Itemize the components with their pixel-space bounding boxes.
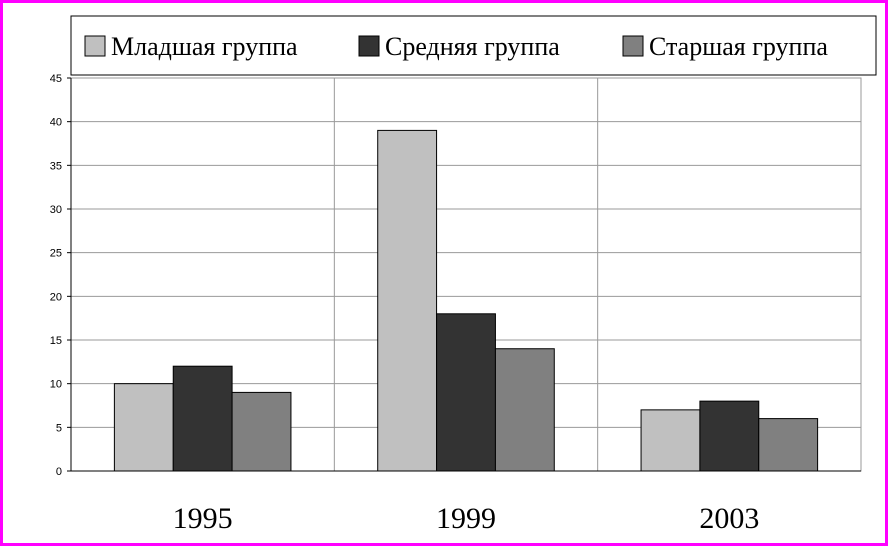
bar-chart: Младшая группа Средняя группа Старшая груп… [50,15,877,535]
y-tick-label: 45 [50,73,62,85]
legend-swatch [622,35,644,57]
axes [67,77,861,472]
y-tick-label: 40 [50,117,62,129]
bar-1999-series-1 [377,129,438,472]
legend-swatch [84,35,106,57]
bar-1995-series-2 [172,365,233,472]
legend-box [70,15,877,76]
bar-1999-series-2 [436,313,496,472]
bar-2003-series-1 [640,409,701,472]
bar-1999-series-3 [494,348,555,472]
bar-1995-series-1 [113,383,174,472]
legend-swatch [358,35,380,57]
legend-label: Средняя группа [385,32,560,61]
y-tick-label: 30 [50,204,62,216]
y-tick-label: 35 [50,160,62,172]
bar-2003-series-2 [699,400,760,472]
x-tick-label: 2003 [699,502,759,535]
x-tick-label: 1999 [436,502,496,535]
legend-label: Младшая группа [111,32,298,61]
y-tick-label: 10 [50,379,62,391]
y-tick-label: 15 [50,335,62,347]
legend-label: Старшая группа [649,32,828,61]
bars [113,129,819,472]
y-tick-label: 0 [56,466,62,478]
y-tick-label: 5 [56,422,62,434]
legend: Младшая группа Средняя группа Старшая груп… [84,32,828,61]
y-axis-ticks: 0 5 10 15 20 25 30 35 40 45 [50,73,62,478]
y-tick-label: 25 [50,248,62,260]
y-tick-label: 20 [50,291,62,303]
bar-2003-series-3 [758,418,819,472]
x-tick-label: 1995 [173,502,233,535]
bar-1995-series-3 [231,391,292,472]
x-axis-ticks: 1995 1999 2003 [173,502,760,535]
